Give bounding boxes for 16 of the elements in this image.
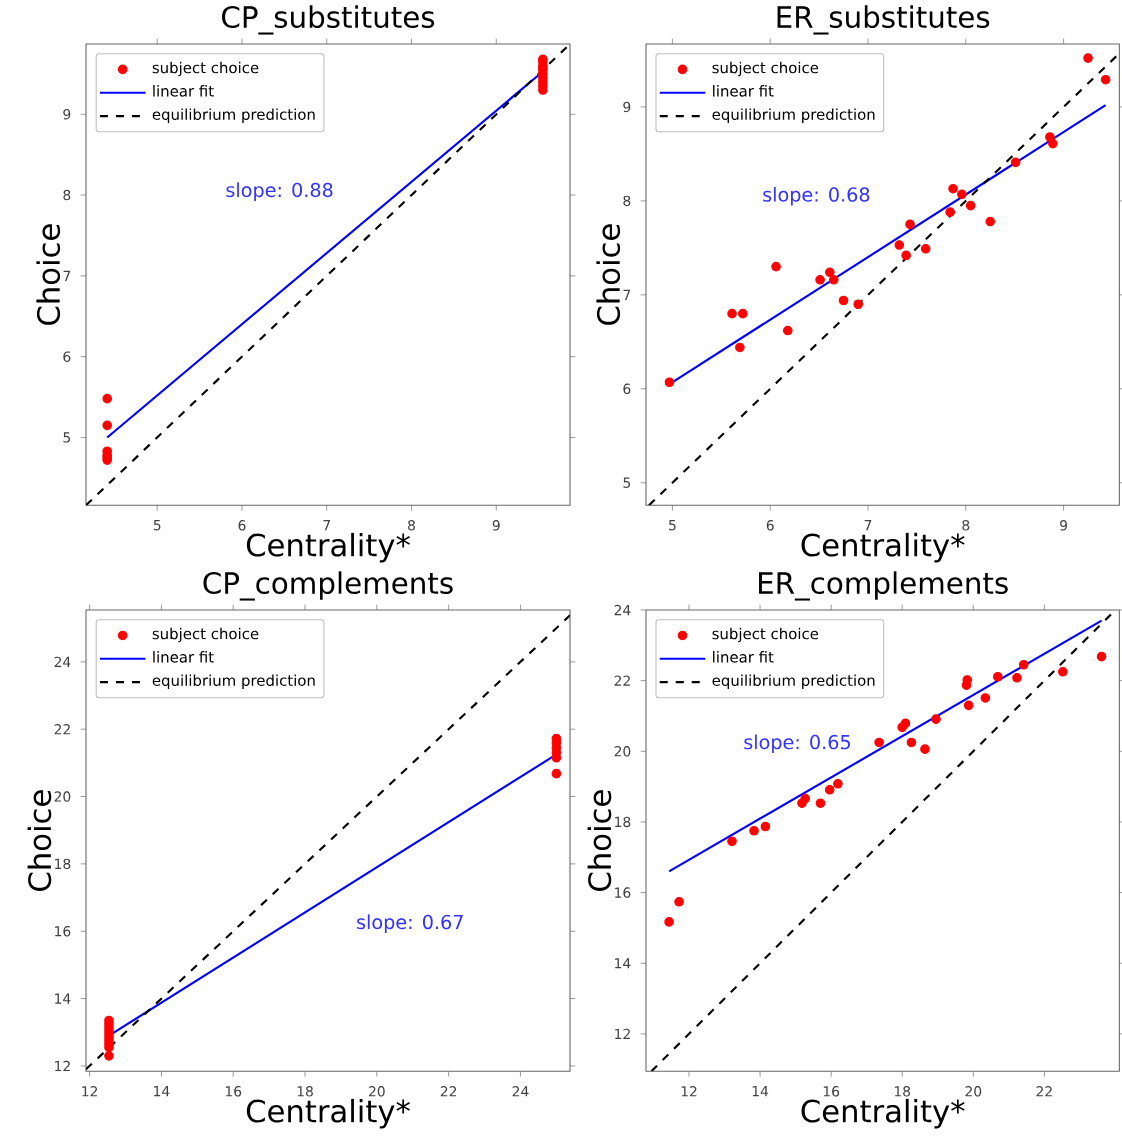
chart-title: CP_substitutes <box>222 5 435 35</box>
annotation: slope: 0.67 <box>357 914 463 933</box>
x-axis-title: Centrality* <box>801 532 965 563</box>
y-axis-title: Choice <box>36 224 61 325</box>
x-axis-title: Centrality* <box>246 1098 410 1129</box>
x-axis-title: Centrality* <box>246 532 410 563</box>
annotation: slope: 0.68 <box>763 186 870 206</box>
annotation: slope: 0.88 <box>226 182 333 201</box>
annotation: slope: 0.65 <box>744 734 850 754</box>
chart-title: CP_complements <box>203 571 453 601</box>
x-axis-title: Centrality* <box>801 1098 965 1129</box>
y-axis-title: Choice <box>587 790 612 891</box>
y-axis-title: Choice <box>596 224 621 325</box>
y-axis-title: Choice <box>27 790 52 891</box>
chart-title: ER_complements <box>759 571 1008 601</box>
chart-title: ER_substitutes <box>777 5 990 35</box>
